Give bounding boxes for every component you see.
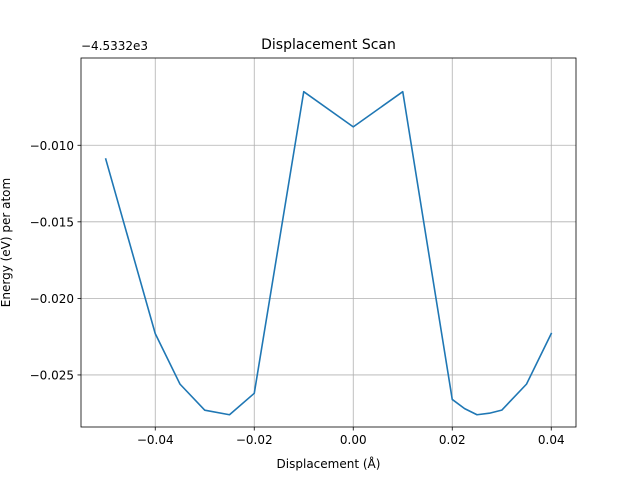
series-layer bbox=[104, 90, 553, 416]
y-tick-label: −0.015 bbox=[30, 215, 74, 229]
y-axis-offset-label: −4.5332e3 bbox=[81, 39, 148, 53]
grid bbox=[81, 58, 576, 427]
y-tick-label: −0.025 bbox=[30, 368, 74, 382]
x-tick-label: 0.00 bbox=[340, 433, 367, 447]
x-tick-label: 0.04 bbox=[538, 433, 565, 447]
y-axis-label: Energy (eV) per atom bbox=[0, 178, 13, 307]
x-tick-label: −0.04 bbox=[137, 433, 174, 447]
plot-area-frame bbox=[80, 57, 577, 428]
x-tick-label: −0.02 bbox=[236, 433, 273, 447]
x-axis-label: Displacement (Å) bbox=[277, 456, 381, 471]
x-tick-label: 0.02 bbox=[439, 433, 466, 447]
ticks: −0.04 −0.02 0.00 0.02 0.04 −0.025 −0.020 −0.015… bbox=[30, 139, 565, 447]
chart-title: Displacement Scan bbox=[261, 37, 396, 53]
y-tick-label: −0.020 bbox=[30, 292, 74, 306]
series-line bbox=[104, 90, 553, 416]
y-tick-label: −0.010 bbox=[30, 139, 74, 153]
